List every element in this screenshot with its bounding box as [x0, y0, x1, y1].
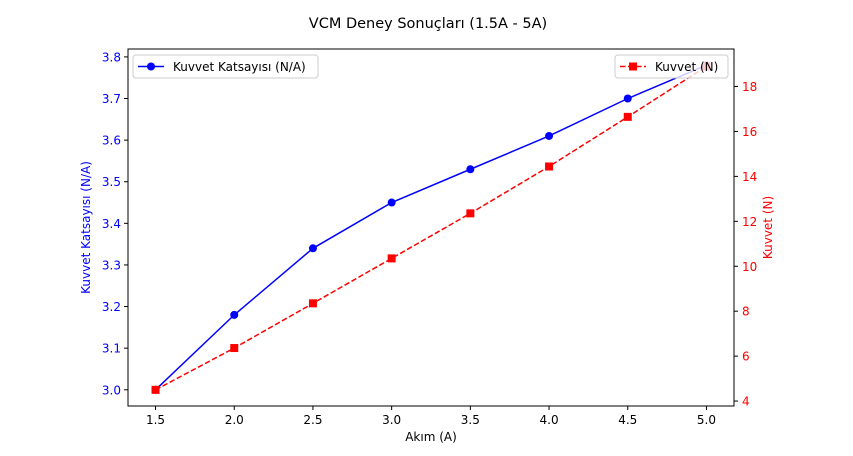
x-tick-label: 1.5 [146, 413, 165, 427]
legend-right-marker [629, 62, 637, 71]
chart-title: VCM Deney Sonuçları (1.5A - 5A) [309, 16, 547, 32]
right-y-tick-label: 10 [742, 260, 757, 274]
legend-right-box [614, 54, 729, 79]
left-y-tick-label: 3.0 [102, 383, 121, 397]
right-y-axis-title: Kuvvet (N) [761, 196, 775, 259]
legend-left-label: Kuvvet Katsayısı (N/A) [173, 60, 306, 74]
left-y-tick-label: 3.1 [102, 342, 121, 356]
data-point [308, 244, 317, 253]
data-point [151, 385, 160, 394]
left-y-tick-label: 3.2 [102, 300, 121, 314]
left-y-tick-label: 3.3 [102, 258, 121, 272]
data-point [230, 344, 239, 353]
x-tick-label: 2.0 [225, 413, 244, 427]
legend-left-box [132, 54, 319, 79]
right-y-tick-label: 12 [742, 215, 757, 229]
x-tick-label: 2.5 [303, 413, 322, 427]
series-line-1 [155, 65, 707, 391]
data-point [387, 198, 396, 207]
legend-right-label: Kuvvet (N) [655, 60, 718, 74]
right-y-tick-label: 6 [742, 350, 750, 364]
x-tick-label: 3.5 [461, 413, 480, 427]
x-tick-label: 3.0 [382, 413, 401, 427]
left-y-tick-label: 3.7 [102, 92, 121, 106]
data-point [623, 112, 632, 121]
right-y-tick-label: 8 [742, 305, 750, 319]
data-point [387, 254, 396, 263]
series-layer [151, 61, 711, 394]
x-tick-label: 4.5 [618, 413, 637, 427]
data-point [308, 299, 317, 308]
left-y-tick-label: 3.4 [102, 217, 121, 231]
x-axis: 1.5 2.0 2.5 3.0 3.5 4.0 4.5 5.0 [146, 406, 716, 427]
left-y-tick-label: 3.8 [102, 50, 121, 64]
data-point [623, 94, 632, 103]
x-tick-label: 4.0 [540, 413, 559, 427]
right-y-tick-label: 18 [742, 80, 757, 94]
x-tick-label: 5.0 [697, 413, 716, 427]
x-axis-title: Akım (A) [405, 430, 457, 444]
right-y-tick-label: 16 [742, 125, 757, 139]
plot-area [127, 48, 735, 407]
right-y-tick-label: 4 [742, 395, 750, 409]
legend-right: Kuvvet (N) [614, 54, 729, 79]
series-line-0 [155, 64, 707, 391]
data-point [545, 131, 554, 140]
left-y-axis: 3.0 3.1 3.2 3.3 3.4 3.5 3.6 3.7 3.8 [102, 50, 128, 397]
right-y-axis: 4 6 8 10 12 14 16 18 [734, 80, 757, 409]
data-point [466, 209, 475, 218]
left-y-axis-title: Kuvvet Katsayısı (N/A) [79, 161, 93, 294]
legend-left-marker [147, 62, 155, 71]
data-point [230, 310, 239, 319]
right-y-tick-label: 14 [742, 170, 757, 184]
left-y-tick-label: 3.6 [102, 134, 121, 148]
left-y-tick-label: 3.5 [102, 175, 121, 189]
data-point [545, 162, 554, 171]
legend-left: Kuvvet Katsayısı (N/A) [132, 54, 319, 79]
data-point [466, 165, 475, 174]
